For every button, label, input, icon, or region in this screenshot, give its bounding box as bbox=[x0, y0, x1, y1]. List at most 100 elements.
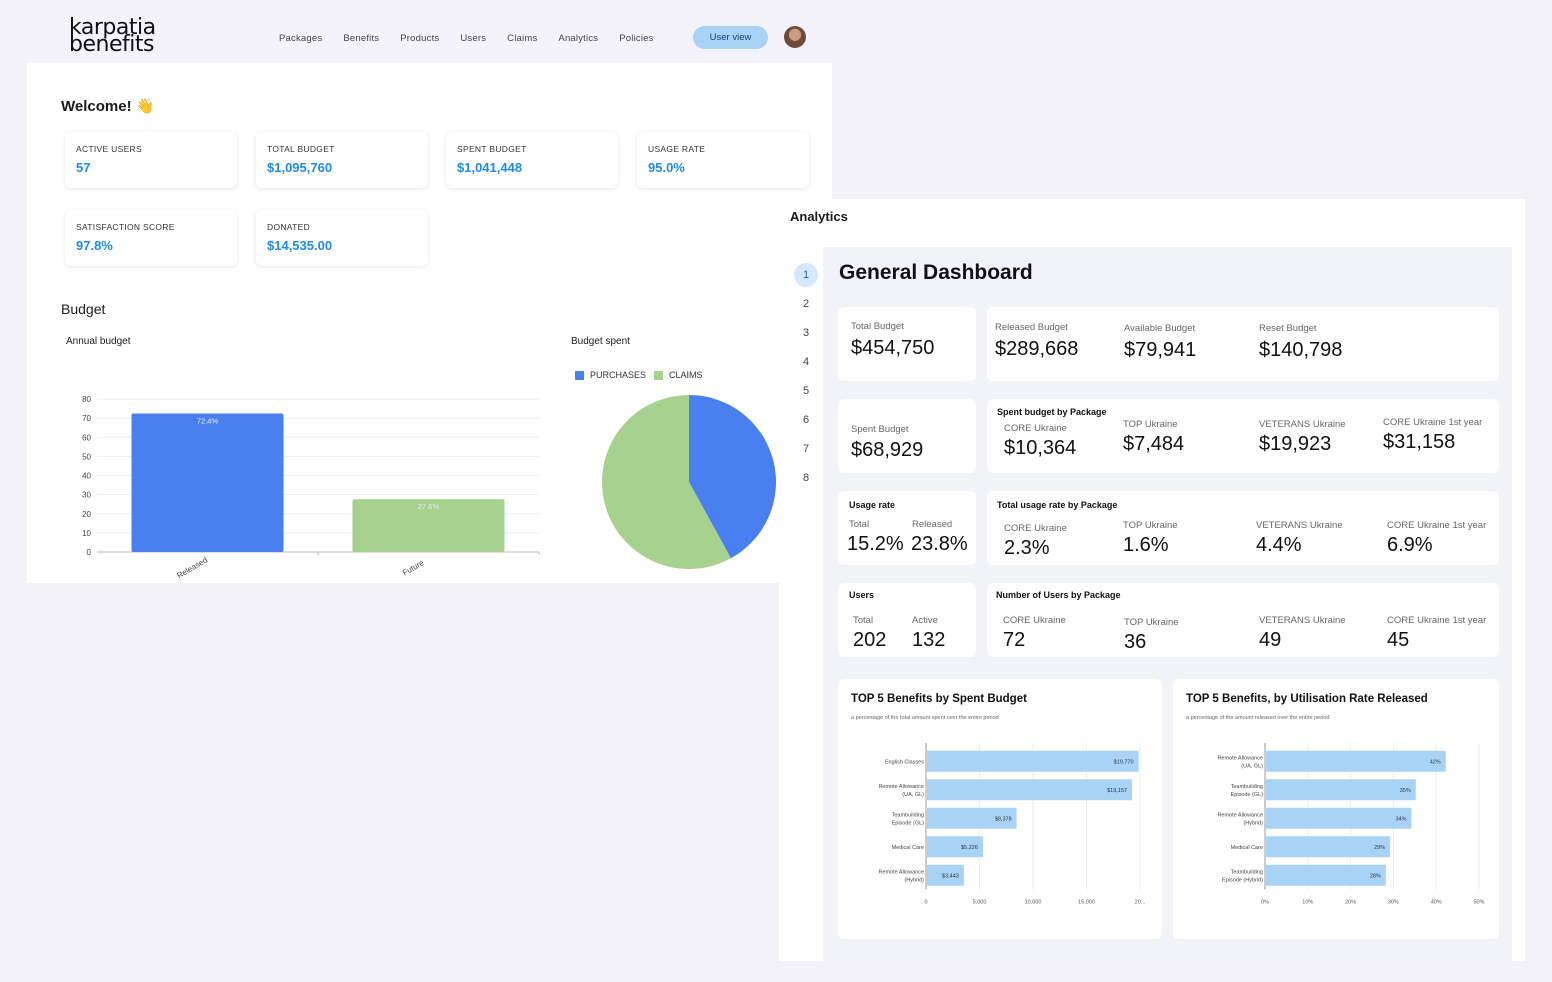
stat-card-satisfaction: SATISFACTION SCORE 97.8% bbox=[65, 210, 237, 266]
category-label: Episode (GL) bbox=[892, 820, 925, 826]
user-view-button[interactable]: User view bbox=[693, 26, 768, 49]
step-1[interactable]: 1 bbox=[794, 263, 818, 287]
hbar-data-label: 42% bbox=[1430, 759, 1441, 765]
welcome-heading: Welcome! 👋 bbox=[61, 98, 155, 115]
x-tick-label: 0% bbox=[1261, 900, 1269, 906]
dashboard-title: General Dashboard bbox=[839, 261, 1033, 284]
step-8[interactable]: 8 bbox=[802, 472, 810, 484]
hbar-data-label: $19,157 bbox=[1107, 788, 1127, 794]
dashboard-panel: karpatia benefits Packages Benefits Prod… bbox=[27, 15, 832, 583]
users-card: Users Total 202 Active 132 bbox=[838, 583, 976, 657]
bar-data-label: 27.6% bbox=[418, 502, 440, 511]
top5-spent-chart: 0 5,000 10,000 15,000 20... $19,770 English Cl… bbox=[878, 743, 1146, 906]
stat-card-active-users: ACTIVE USERS 57 bbox=[65, 132, 237, 188]
category-label: Remote Allowance bbox=[878, 869, 924, 875]
x-tick-label: 0 bbox=[924, 900, 927, 906]
legend-swatch-purchases bbox=[575, 370, 584, 380]
y-tick-label: 60 bbox=[82, 433, 91, 442]
hbar bbox=[927, 864, 964, 886]
y-tick-label: 80 bbox=[82, 395, 91, 404]
stat-card-usage-rate: USAGE RATE 95.0% bbox=[637, 132, 809, 188]
x-tick-label: Future bbox=[401, 558, 426, 578]
avatar[interactable] bbox=[784, 26, 806, 48]
hbar-data-label: $19,770 bbox=[1114, 759, 1134, 765]
hbar bbox=[1266, 750, 1446, 772]
hbar-data-label: 34% bbox=[1396, 816, 1407, 822]
hbar bbox=[927, 779, 1132, 801]
nav-users[interactable]: Users bbox=[460, 33, 487, 44]
nav-policies[interactable]: Policies bbox=[619, 33, 654, 44]
hbar bbox=[1266, 836, 1391, 858]
annual-budget-chart: 0 10 20 30 40 50 60 70 80 72.4% Released 27.6% Futur… bbox=[82, 395, 540, 580]
users-by-package-card: Number of Users by Package CORE Ukraine … bbox=[987, 583, 1499, 657]
budget-spent-pie bbox=[602, 395, 776, 569]
spent-by-package-card: Spent budget by Package CORE Ukraine $10… bbox=[987, 399, 1499, 473]
nav-claims[interactable]: Claims bbox=[507, 33, 538, 44]
step-7[interactable]: 7 bbox=[802, 443, 810, 455]
budget-spent-title: Budget spent bbox=[571, 336, 630, 347]
category-label: (UA, GL) bbox=[902, 792, 924, 798]
x-tick-label: 20% bbox=[1345, 900, 1356, 906]
y-tick-label: 40 bbox=[82, 472, 91, 481]
x-tick-label: 10% bbox=[1302, 900, 1313, 906]
top5-spent-card: TOP 5 Benefits by Spent Budget a percent… bbox=[838, 679, 1162, 939]
hbar-data-label: $5,226 bbox=[961, 845, 978, 851]
top5-spent-subtitle: a percentage of the total amount spent o… bbox=[851, 715, 999, 721]
hbar bbox=[927, 807, 1017, 829]
step-navigator: 1 2 3 4 5 6 7 8 bbox=[794, 263, 820, 495]
hbar-data-label: 29% bbox=[1374, 845, 1385, 851]
step-5[interactable]: 5 bbox=[802, 385, 810, 397]
pie-slice-purchases bbox=[689, 395, 776, 559]
annual-budget-title: Annual budget bbox=[66, 336, 131, 347]
y-tick-label: 50 bbox=[82, 452, 91, 461]
logo[interactable]: karpatia benefits bbox=[69, 15, 156, 57]
total-budget-card: Total Budget $454,750 bbox=[838, 307, 976, 381]
step-2[interactable]: 2 bbox=[802, 298, 810, 310]
y-tick-label: 70 bbox=[82, 414, 91, 423]
category-label: Episode (Hybrid) bbox=[1222, 877, 1263, 883]
x-tick-label: 5,000 bbox=[973, 900, 987, 906]
hbar-data-label: 35% bbox=[1400, 788, 1411, 794]
step-6[interactable]: 6 bbox=[802, 414, 810, 426]
nav-benefits[interactable]: Benefits bbox=[343, 33, 380, 44]
nav-links: Packages Benefits Products Users Claims … bbox=[279, 33, 675, 44]
legend-purchases: PURCHASES bbox=[590, 370, 647, 380]
y-tick-label: 20 bbox=[82, 510, 91, 519]
budget-breakdown-card: Released Budget $289,668 Available Budge… bbox=[987, 307, 1499, 381]
top5-utilisation-subtitle: a percentage of the amount released over… bbox=[1186, 715, 1330, 721]
stat-card-donated: DONATED $14,535.00 bbox=[256, 210, 428, 266]
x-tick-label: Released bbox=[175, 555, 209, 580]
top5-spent-title: TOP 5 Benefits by Spent Budget bbox=[851, 693, 1027, 705]
hbar bbox=[1266, 807, 1412, 829]
budget-heading: Budget bbox=[61, 301, 106, 317]
usage-rate-card: Usage rate Total 15.2% Released 23.8% bbox=[838, 491, 976, 565]
hbar-data-label: $8,378 bbox=[995, 816, 1012, 822]
bar-released bbox=[131, 413, 284, 552]
category-label: (Hybrid) bbox=[904, 877, 924, 883]
hbar bbox=[1266, 779, 1416, 801]
analytics-panel: Analytics 1 2 3 4 5 6 7 8 General Dashbo… bbox=[779, 199, 1525, 961]
category-label: Remote Allowance bbox=[878, 784, 924, 790]
pie-legend: PURCHASES CLAIMS bbox=[575, 370, 711, 380]
nav-packages[interactable]: Packages bbox=[279, 33, 323, 44]
y-tick-label: 0 bbox=[87, 548, 92, 557]
nav-products[interactable]: Products bbox=[400, 33, 440, 44]
x-tick-label: 15,000 bbox=[1078, 900, 1095, 906]
legend-swatch-claims bbox=[654, 370, 664, 380]
bar-data-label: 72.4% bbox=[197, 417, 219, 426]
x-tick-label: 40% bbox=[1431, 900, 1442, 906]
nav-analytics[interactable]: Analytics bbox=[558, 33, 599, 44]
top5-utilisation-title: TOP 5 Benefits, by Utilisation Rate Rele… bbox=[1186, 693, 1428, 705]
hbar-data-label: 28% bbox=[1370, 873, 1381, 879]
category-label: Episode (GL) bbox=[1231, 792, 1264, 798]
y-tick-label: 10 bbox=[82, 529, 91, 538]
usage-by-package-card: Total usage rate by Package CORE Ukraine… bbox=[987, 491, 1499, 565]
step-3[interactable]: 3 bbox=[802, 327, 810, 339]
step-4[interactable]: 4 bbox=[802, 356, 810, 368]
category-label: Teambuilding bbox=[1231, 869, 1263, 875]
x-tick-label: 20... bbox=[1135, 900, 1146, 906]
category-label: English Classes bbox=[885, 759, 924, 765]
hbar bbox=[927, 836, 983, 858]
hbar bbox=[1266, 864, 1386, 886]
hbar-data-label: $3,443 bbox=[942, 873, 959, 879]
